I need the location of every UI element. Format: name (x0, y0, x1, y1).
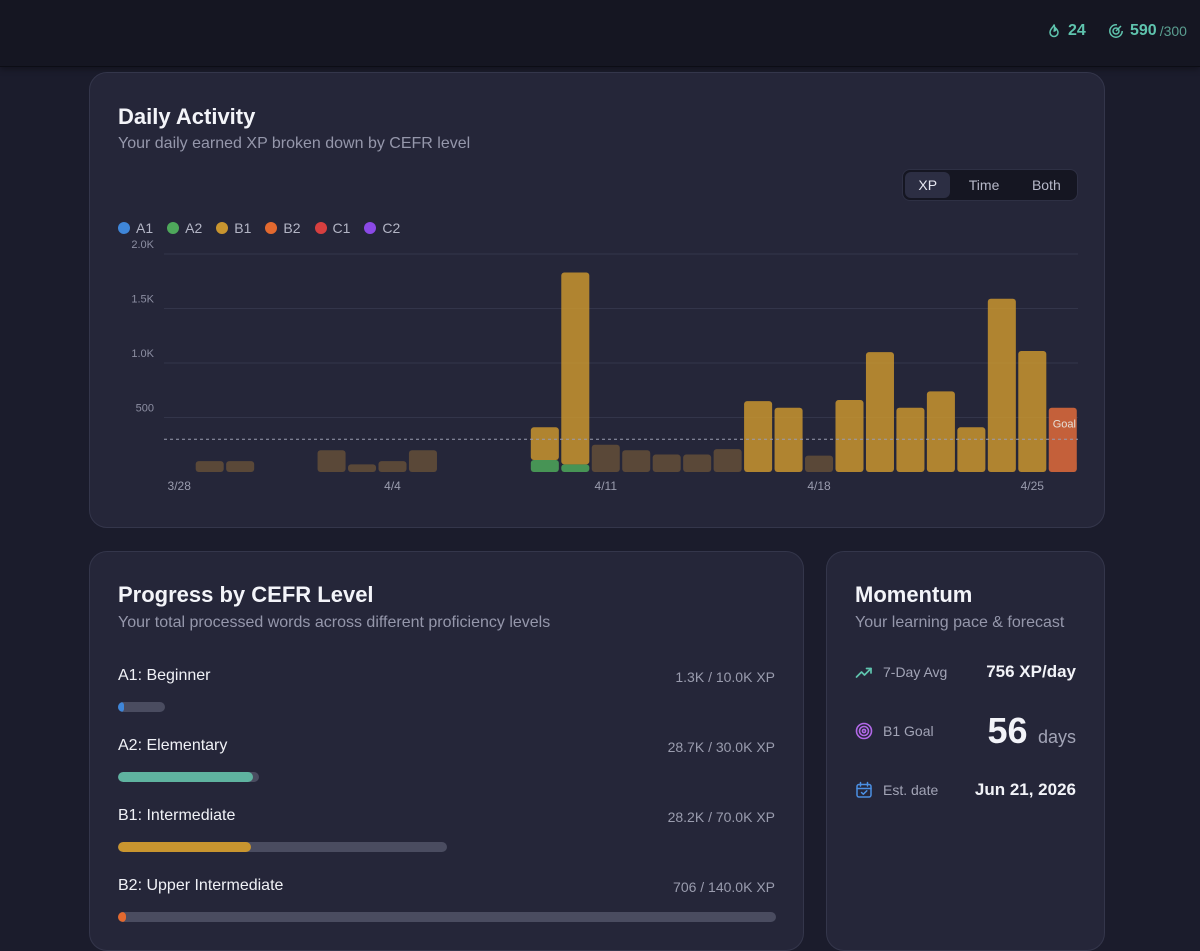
goal-days-value: 56 (987, 710, 1028, 751)
avg-value: 756 XP/day (986, 662, 1076, 681)
legend-dot (216, 222, 229, 234)
bar-below-goal (805, 455, 834, 472)
legend-c2[interactable]: C2 (364, 220, 400, 236)
toggle-xp[interactable]: XP (905, 172, 951, 198)
legend-dot (364, 222, 377, 234)
bar-segment-b1 (865, 352, 894, 472)
level-name: A2: Elementary (118, 737, 228, 754)
legend-dot (265, 222, 278, 234)
level-xp-value: 1.3K / 10.0K XP (675, 669, 775, 685)
bar-below-goal (713, 449, 742, 472)
legend-b2[interactable]: B2 (265, 220, 301, 236)
bar-segment-b1 (1018, 351, 1047, 472)
level-name: A1: Beginner (118, 667, 211, 684)
target-icon (855, 722, 873, 740)
level-xp-value: 706 / 140.0K XP (673, 879, 775, 895)
x-tick-label: 4/25 (1021, 479, 1045, 493)
daily-activity-subtitle: Your daily earned XP broken down by CEFR… (118, 135, 471, 152)
legend-c1[interactable]: C1 (314, 220, 350, 236)
bar-below-goal (195, 461, 224, 472)
bar-below-goal (622, 450, 651, 472)
y-tick-label: 2.0K (131, 239, 154, 251)
level-progress-track (118, 912, 776, 922)
bar-segment-b1 (926, 391, 955, 472)
legend-a1[interactable]: A1 (118, 220, 153, 236)
x-tick-label: 4/4 (384, 479, 401, 493)
bar-below-goal (348, 464, 377, 472)
level-progress-fill (118, 912, 126, 922)
bar-segment-b1 (957, 427, 986, 472)
target-progress-icon (1109, 24, 1123, 38)
level-name: B1: Intermediate (118, 807, 236, 824)
level-progress-track (118, 772, 259, 782)
xp-value: 590 (1130, 22, 1157, 39)
calendar-check-icon (856, 781, 872, 798)
level-name: B2: Upper Intermediate (118, 877, 284, 894)
flame-icon (1049, 24, 1059, 38)
bar-below-goal (591, 444, 620, 472)
bar-below-goal (652, 454, 681, 472)
daily-activity-chart: 500 1.0K 1.5K 2.0K Goal 3/28 4/4 4/11 4/18 4/25 (131, 239, 1078, 493)
bar-segment-b1 (987, 298, 1016, 472)
streak-value: 24 (1068, 22, 1086, 39)
date-label: Est. date (883, 782, 939, 798)
cefr-progress-card: Progress by CEFR Level Your total proces… (89, 551, 804, 951)
toggle-time[interactable]: Time (968, 177, 1000, 193)
bar-segment-b1 (744, 401, 773, 472)
y-tick-label: 1.5K (131, 294, 154, 306)
bar-segment-b1 (530, 427, 559, 461)
trend-up-icon (855, 667, 872, 678)
cefr-progress-subtitle: Your total processed words across differ… (118, 614, 551, 631)
momentum-title: Momentum (855, 582, 973, 607)
bar-segment-b1 (774, 407, 803, 472)
goal-label: B1 Goal (883, 723, 934, 739)
momentum-subtitle: Your learning pace & forecast (855, 614, 1065, 631)
xp-goal: /300 (1159, 23, 1187, 39)
bar-segment-b1 (835, 400, 864, 472)
level-progress-track (118, 702, 165, 712)
bar-segment-a2 (530, 460, 559, 472)
x-tick-label: 4/11 (595, 479, 618, 493)
bar-below-goal (378, 461, 407, 472)
top-bar: 24 590 /300 (0, 0, 1200, 67)
daily-activity-title: Daily Activity (118, 104, 256, 129)
legend-dot (118, 222, 130, 234)
chart-legend: A1 A2 B1 B2 C1 C2 (118, 220, 400, 236)
date-value: Jun 21, 2026 (974, 780, 1076, 799)
goal-days-unit: days (1037, 727, 1076, 747)
y-tick-label: 1.0K (131, 348, 154, 360)
daily-activity-card: Daily Activity Your daily earned XP brok… (89, 72, 1105, 528)
bar-below-goal (408, 450, 437, 472)
cefr-progress-title: Progress by CEFR Level (118, 582, 374, 607)
legend-a2[interactable]: A2 (167, 220, 202, 236)
level-progress-track (118, 842, 447, 852)
legend-dot (167, 222, 180, 234)
legend-dot (314, 222, 327, 234)
goal-eta: 56 days (987, 710, 1076, 752)
metric-toggle: XP Time Both (902, 169, 1078, 201)
toggle-both[interactable]: Both (1031, 177, 1061, 193)
legend-b1[interactable]: B1 (216, 220, 251, 236)
streak-counter[interactable]: 24 (1046, 22, 1086, 40)
bar-below-goal (317, 450, 346, 472)
bar-segment-b1 (561, 272, 590, 465)
level-xp-value: 28.2K / 70.0K XP (667, 809, 775, 825)
bar-below-goal (226, 461, 255, 472)
y-tick-label: 500 (136, 403, 154, 415)
level-progress-fill (118, 772, 253, 782)
level-progress-fill (118, 842, 251, 852)
level-progress-fill (118, 702, 125, 712)
momentum-card: Momentum Your learning pace & forecast 7… (826, 551, 1105, 951)
daily-xp-counter[interactable]: 590 /300 (1108, 22, 1187, 40)
bar-segment-b1 (896, 407, 925, 472)
x-tick-label: 3/28 (168, 479, 192, 493)
goal-label: Goal (1053, 418, 1076, 430)
level-xp-value: 28.7K / 30.0K XP (667, 739, 775, 755)
avg-label: 7-Day Avg (883, 664, 948, 680)
bar-current-day (1048, 407, 1077, 472)
bar-below-goal (683, 454, 712, 472)
bar-segment-a2 (561, 464, 590, 472)
x-tick-label: 4/18 (807, 479, 831, 493)
